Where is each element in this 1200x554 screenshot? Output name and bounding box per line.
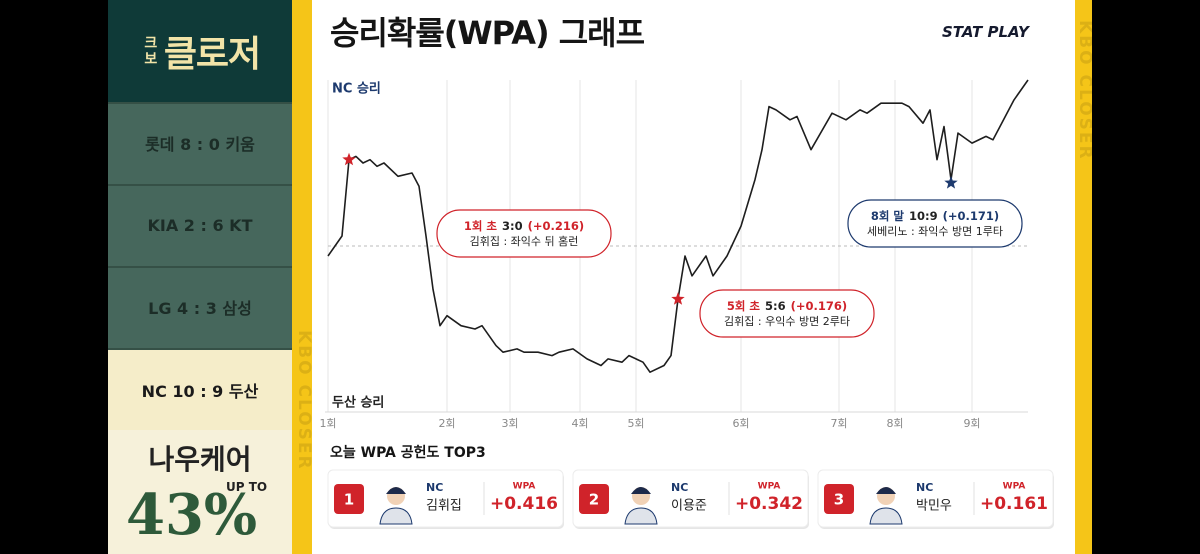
avatar-cap — [876, 487, 896, 494]
metric-value: +0.416 — [490, 494, 558, 514]
player-name: 이용준 — [671, 499, 707, 514]
x-tick-label: 1회 — [319, 417, 336, 430]
y-top-label: NC 승리 — [332, 81, 381, 97]
logo-small: 크보 — [141, 35, 158, 67]
x-tick-label: 4회 — [571, 417, 588, 430]
annotation-wpa: (+0.216) — [528, 219, 585, 233]
player-team: NC — [671, 481, 688, 494]
main-panel: 승리확률(WPA) 그래프 STAT PLAY — [312, 0, 1075, 554]
avatar-body — [869, 507, 903, 525]
avatar-cap — [386, 487, 406, 494]
metric-value: +0.342 — [735, 494, 803, 514]
annotation-inning: 8회 말 — [871, 209, 905, 223]
metric-label: WPA — [513, 482, 536, 492]
x-tick-label: 6회 — [732, 417, 749, 430]
wpa-line — [327, 79, 1029, 373]
side-strip: KBO CLOSER — [1075, 0, 1092, 554]
annotation-score: 3:0 — [502, 219, 523, 233]
top3-title: 오늘 WPA 공헌도 TOP3 — [330, 445, 486, 461]
ad-title: 나우케어 — [148, 443, 252, 476]
annotation-box — [436, 209, 612, 258]
player-card[interactable]: 1 NC 김휘집 WPA +0.416 — [327, 469, 564, 529]
event-star — [342, 152, 356, 166]
y-bottom-label: 두산 승리 — [332, 395, 384, 411]
x-tick-label: 5회 — [627, 417, 644, 430]
avatar-body — [379, 507, 413, 525]
ad-value: 43% — [126, 482, 258, 548]
player-team: NC — [426, 481, 443, 494]
x-tick-label: 2회 — [438, 417, 455, 430]
rank-badge — [824, 484, 854, 514]
annotation-desc: 세베리노 : 좌익수 방면 1루타 — [867, 225, 1003, 238]
ad-prefix: UP TO — [226, 480, 268, 494]
logo-text: 클로저 — [163, 34, 261, 75]
annotation-inning: 5회 초 — [727, 299, 761, 313]
player-name: 박민우 — [916, 499, 952, 514]
rank-badge — [579, 484, 609, 514]
ad-banner[interactable]: 나우케어 UP TO 43% — [108, 430, 292, 554]
score-row[interactable]: NC 10 : 9 두산 — [108, 348, 292, 430]
annotation-wpa: (+0.171) — [943, 209, 1000, 223]
annotation-line: 5회 초 5:6 (+0.176) — [727, 299, 847, 313]
player-team: NC — [916, 481, 933, 494]
player-card[interactable]: 3 NC 박민우 WPA +0.161 — [817, 469, 1054, 529]
x-tick-label: 7회 — [830, 417, 847, 430]
annotation-box — [699, 289, 875, 338]
annotation: 5회 초 5:6 (+0.176) 김휘집 : 우익수 방면 2루타 — [699, 289, 875, 338]
brand: STAT PLAY — [942, 23, 1029, 41]
annotation-line: 1회 초 3:0 (+0.216) — [464, 219, 584, 233]
annotation-box — [847, 199, 1023, 248]
annotation-desc: 김휘집 : 우익수 방면 2루타 — [724, 315, 850, 328]
annotation-score: 5:6 — [765, 299, 786, 313]
x-tick-label: 9회 — [963, 417, 980, 430]
page-title: 승리확률(WPA) 그래프 — [330, 14, 645, 52]
sidebar: 크보 클로저 롯데 8 : 0 키움 KIA 2 : 6 KT LG 4 : 3… — [108, 0, 292, 554]
x-tick-label: 3회 — [501, 417, 518, 430]
event-star — [671, 292, 685, 305]
event-star — [944, 175, 958, 189]
avatar-cap — [631, 487, 651, 494]
side-text: KBO CLOSER — [1075, 20, 1092, 161]
side-text: KBO CLOSER — [294, 330, 312, 471]
annotation-line: 8회 말 10:9 (+0.171) — [871, 209, 999, 223]
annotation-wpa: (+0.176) — [791, 299, 848, 313]
annotation: 8회 말 10:9 (+0.171) 세베리노 : 좌익수 방면 1루타 — [847, 199, 1023, 248]
side-strip: KBO CLOSER — [292, 0, 312, 554]
metric-value: +0.161 — [980, 494, 1048, 514]
score-row[interactable]: 롯데 8 : 0 키움 — [108, 102, 292, 182]
x-tick-label: 8회 — [886, 417, 903, 430]
annotation: 1회 초 3:0 (+0.216)김휘집 : 좌익수 뒤 홈런 — [436, 209, 612, 258]
metric-label: WPA — [758, 482, 781, 492]
annotation-score: 10:9 — [909, 209, 938, 223]
avatar-body — [624, 507, 658, 525]
annotation-desc: 김휘집 : 좌익수 뒤 홈런 — [470, 234, 579, 248]
rank-badge — [334, 484, 364, 514]
rank: 1 — [344, 491, 354, 509]
player-card[interactable]: 2 NC 이용준 WPA +0.342 — [572, 469, 809, 529]
rank: 3 — [834, 491, 844, 509]
logo: 크보 클로저 — [108, 0, 292, 102]
score-row[interactable]: KIA 2 : 6 KT — [108, 184, 292, 264]
score-row[interactable]: LG 4 : 3 삼성 — [108, 266, 292, 346]
player-name: 김휘집 — [426, 499, 462, 514]
metric-label: WPA — [1003, 482, 1026, 492]
rank: 2 — [589, 491, 599, 509]
annotation-inning: 1회 초 — [464, 219, 498, 233]
